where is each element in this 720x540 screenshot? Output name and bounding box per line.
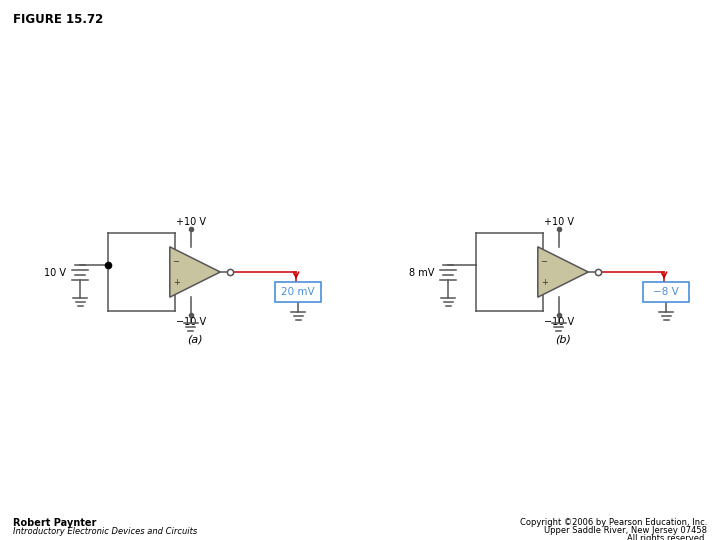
Text: 20 mV: 20 mV bbox=[282, 287, 315, 297]
Text: Upper Saddle River, New Jersey 07458: Upper Saddle River, New Jersey 07458 bbox=[544, 526, 707, 535]
Text: −: − bbox=[173, 258, 179, 266]
Text: Introductory Electronic Devices and Circuits: Introductory Electronic Devices and Circ… bbox=[13, 527, 197, 536]
Text: +: + bbox=[541, 278, 547, 287]
Text: (b): (b) bbox=[555, 334, 571, 344]
Text: Robert Paynter: Robert Paynter bbox=[13, 518, 96, 528]
Text: −10 V: −10 V bbox=[544, 317, 574, 327]
Text: (a): (a) bbox=[187, 334, 203, 344]
Text: −8 V: −8 V bbox=[653, 287, 679, 297]
Text: −: − bbox=[541, 258, 548, 266]
Text: −10 V: −10 V bbox=[176, 317, 206, 327]
FancyBboxPatch shape bbox=[643, 282, 689, 302]
Text: +: + bbox=[173, 278, 179, 287]
Text: All rights reserved.: All rights reserved. bbox=[627, 534, 707, 540]
Text: +10 V: +10 V bbox=[544, 217, 574, 227]
Polygon shape bbox=[538, 247, 588, 297]
Text: 10 V: 10 V bbox=[44, 268, 66, 278]
Text: Copyright ©2006 by Pearson Education, Inc.: Copyright ©2006 by Pearson Education, In… bbox=[520, 518, 707, 527]
FancyBboxPatch shape bbox=[275, 282, 321, 302]
Text: FIGURE 15.72: FIGURE 15.72 bbox=[13, 13, 103, 26]
Text: +10 V: +10 V bbox=[176, 217, 206, 227]
Text: 8 mV: 8 mV bbox=[409, 268, 434, 278]
Polygon shape bbox=[170, 247, 220, 297]
